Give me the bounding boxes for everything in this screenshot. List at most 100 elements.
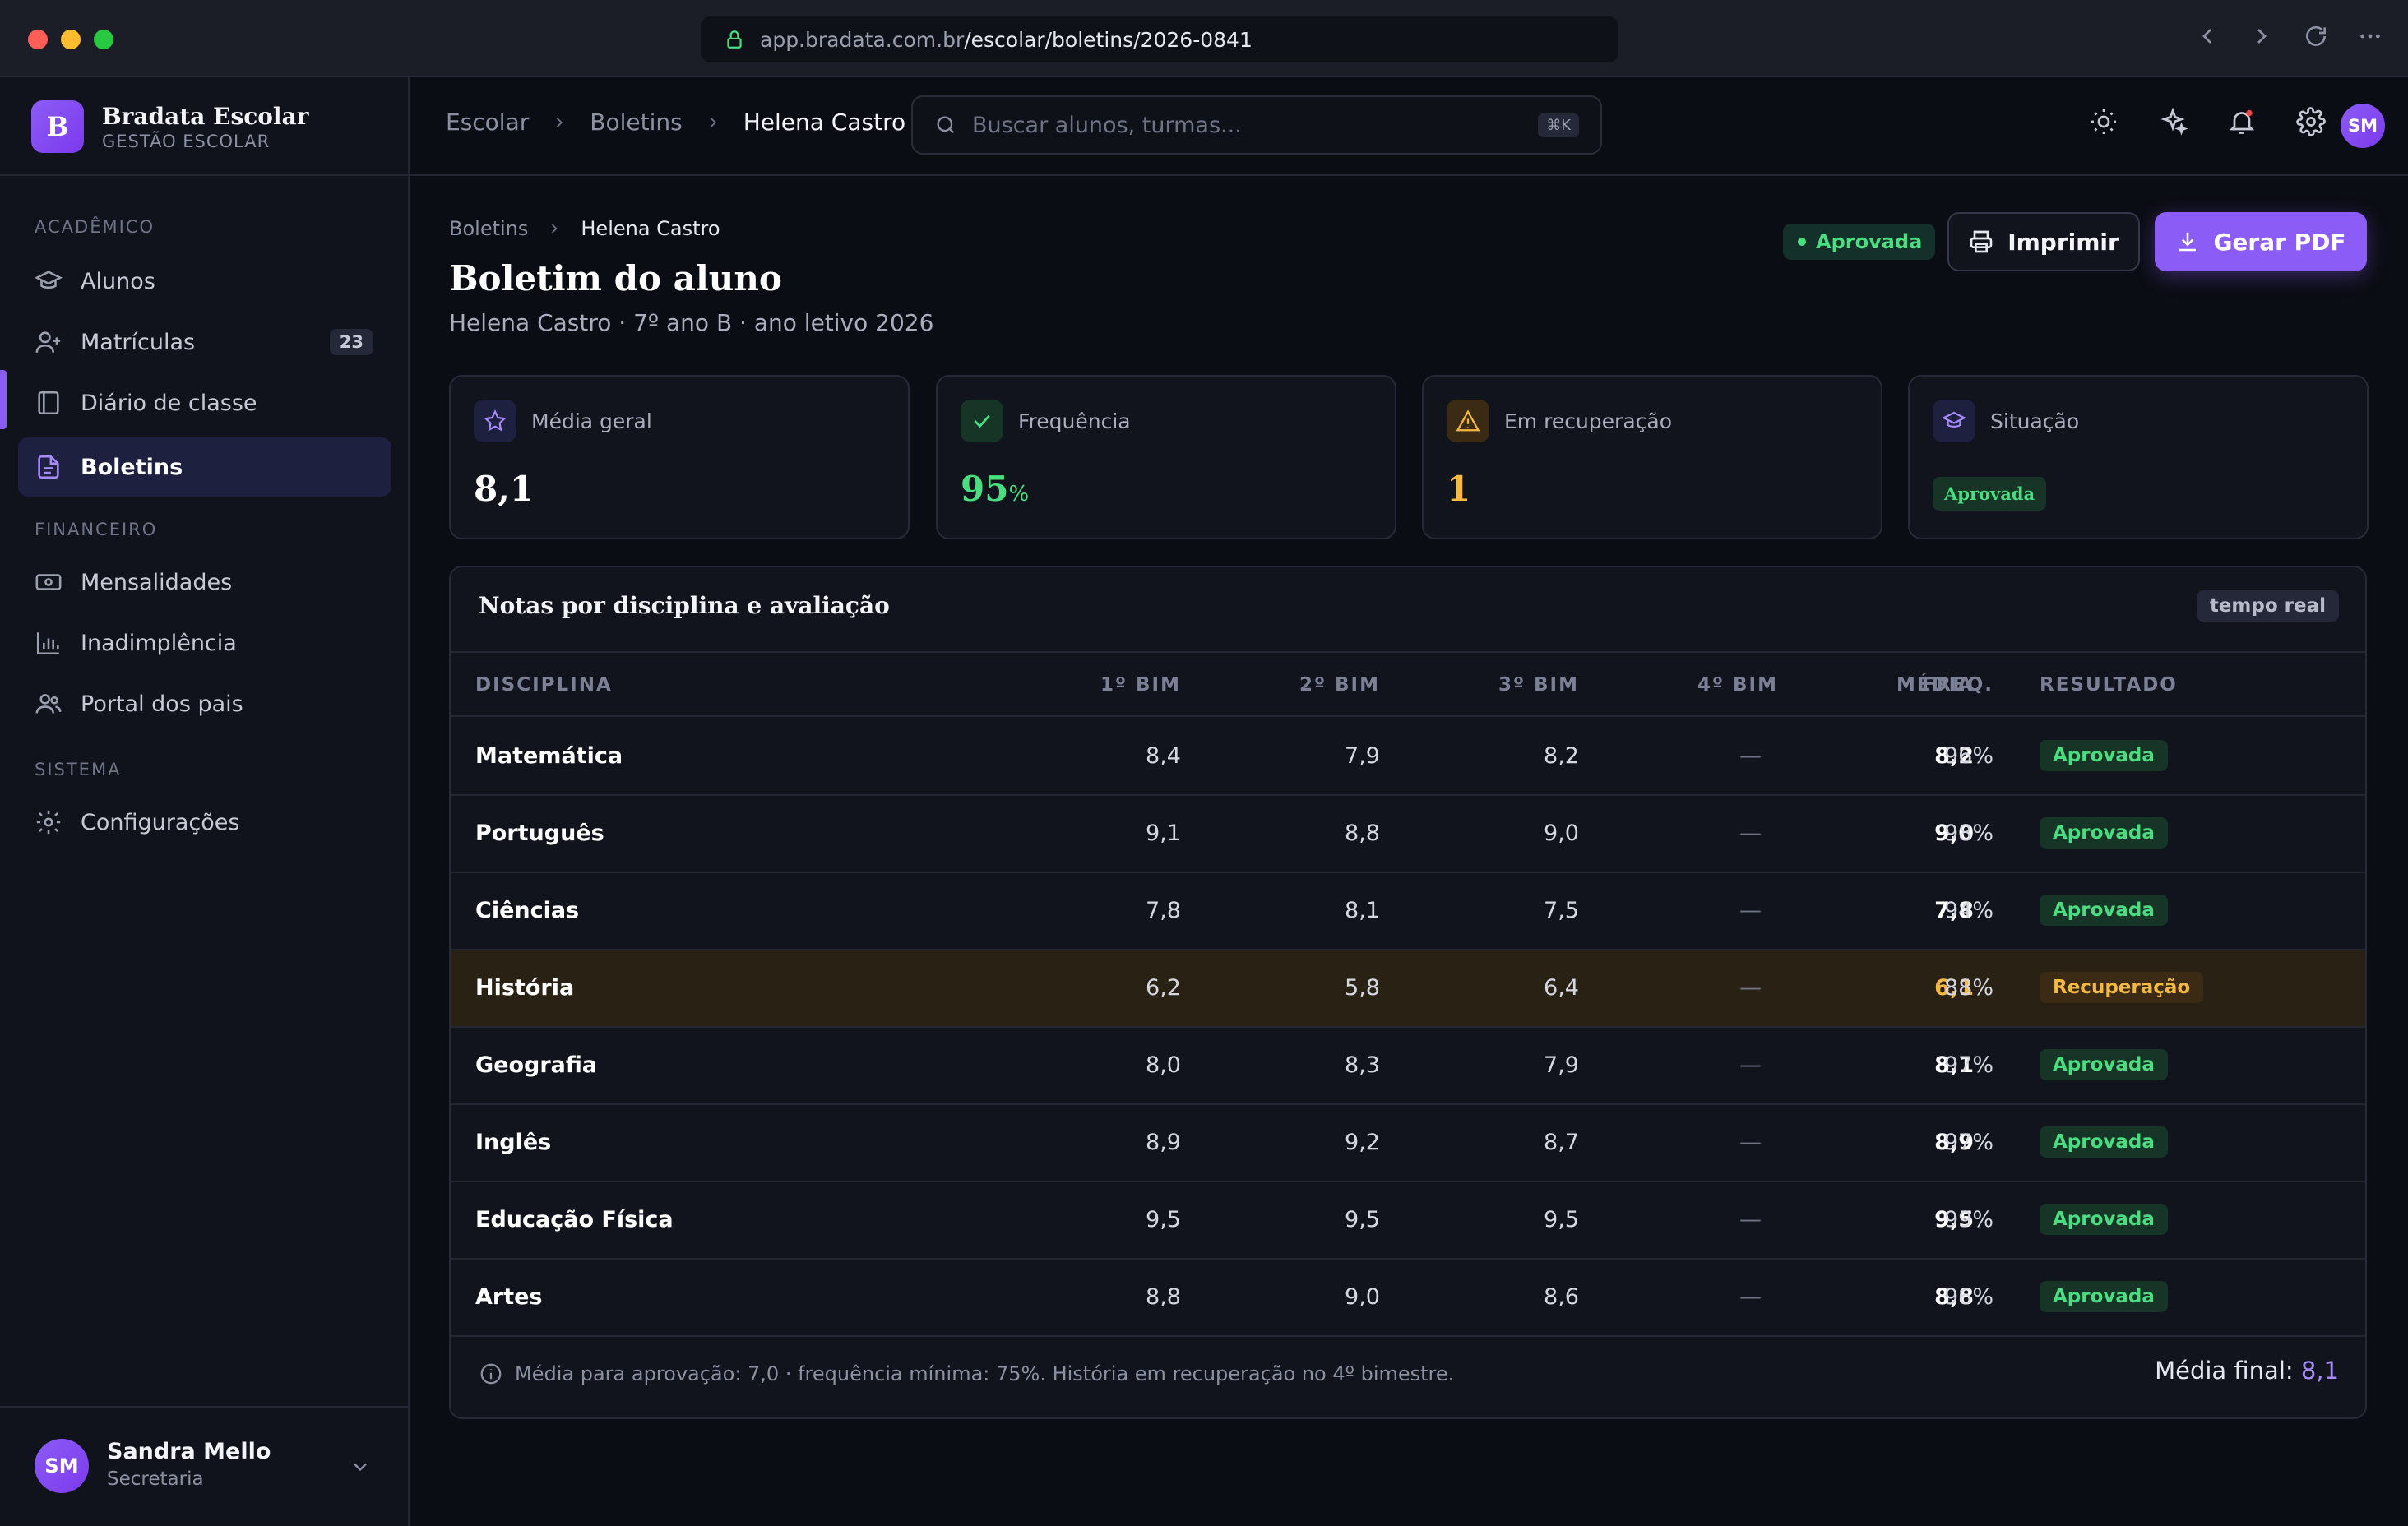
breadcrumb-item[interactable]: Boletins [590, 109, 683, 136]
print-button[interactable]: Imprimir [1947, 212, 2140, 271]
check-icon-wrap [961, 400, 1003, 442]
table-row[interactable]: História 6,2 5,8 6,4 — 6,1 88% Recuperação [451, 950, 2365, 1028]
b1-cell: 9,5 [1146, 1207, 1181, 1232]
browser-chrome: app.bradata.com.br/escolar/boletins/2026… [0, 0, 2408, 77]
sun-icon[interactable] [2089, 107, 2119, 136]
sidebar-item-boletins[interactable]: Boletins [18, 437, 391, 497]
final-average: Média final: 8,1 [2155, 1357, 2339, 1385]
column-header[interactable]: 2º BIM [1299, 674, 1380, 696]
freq-cell: 97% [1943, 1130, 1994, 1155]
column-header[interactable]: 1º BIM [1100, 674, 1181, 696]
b1-cell: 8,0 [1146, 1052, 1181, 1078]
sidebar-section-financeiro: FINANCEIRO [35, 520, 158, 539]
table-row[interactable]: Inglês 8,9 9,2 8,7—8,9 97% Aprovada [451, 1105, 2365, 1182]
stat-value: 95% [961, 469, 1029, 509]
column-header[interactable]: 4º BIM [1697, 674, 1778, 696]
b3-cell: 7,5 [1544, 898, 1579, 923]
table-row[interactable]: Educação Física 9,5 9,5 9,5—9,5 99% Aprovada [451, 1182, 2365, 1260]
avatar[interactable]: SM [2341, 104, 2385, 148]
media-cell: 8,1 [1934, 1052, 1974, 1078]
reload-icon[interactable] [2303, 23, 2329, 49]
forward-icon[interactable] [2248, 23, 2275, 49]
page-title: Boletim do aluno [449, 258, 782, 298]
b2-cell: 7,9 [1345, 743, 1380, 769]
sparkles-icon[interactable] [2158, 107, 2188, 136]
sidebar-item-portal-pais[interactable]: Portal dos pais [18, 674, 391, 733]
b1-cell: 7,8 [1146, 898, 1181, 923]
search-input[interactable]: Buscar alunos, turmas... ⌘K [911, 95, 1602, 155]
breadcrumb-item[interactable]: Boletins [449, 217, 529, 240]
minimize-window-button[interactable] [61, 30, 81, 49]
brand-logo: B [31, 100, 84, 153]
column-header[interactable]: 3º BIM [1498, 674, 1579, 696]
table-row[interactable]: Matemática 8,4 7,9 8,2—8,2 96% Aprovada [451, 719, 2365, 796]
sidebar-item-alunos[interactable]: Alunos [18, 252, 391, 311]
sidebar-item-diario[interactable]: Diário de classe [18, 373, 391, 432]
result-badge: Aprovada [2040, 740, 2168, 771]
sidebar-item-matriculas[interactable]: Matrículas 23 [18, 312, 391, 372]
b2-cell: 9,5 [1345, 1207, 1380, 1232]
status-badge: Aprovada [1783, 224, 1936, 260]
b1-cell: 6,2 [1146, 975, 1181, 1001]
b4-cell: — [1739, 898, 1762, 923]
graduation-cap-icon [35, 271, 63, 289]
column-header[interactable]: FREQ. [1921, 674, 1994, 696]
back-icon[interactable] [2194, 23, 2220, 49]
media-cell: 9,5 [1934, 1207, 1974, 1232]
gear-icon [36, 810, 61, 835]
b1-cell: 8,9 [1146, 1130, 1181, 1155]
user-menu[interactable]: SM Sandra Mello Secretaria [0, 1406, 410, 1526]
search-placeholder: Buscar alunos, turmas... [972, 112, 1242, 138]
status-badge: Aprovada [1933, 477, 2047, 511]
media-cell: 8,2 [1934, 743, 1974, 769]
check-icon [974, 414, 990, 428]
table-row[interactable]: Português 9,1 8,8 9,0—9,0 98% Aprovada [451, 796, 2365, 873]
pdf-button-label: Gerar PDF [2213, 228, 2346, 256]
subject-cell: Artes [475, 1284, 543, 1310]
sidebar-item-label: Configurações [81, 809, 240, 835]
b4-cell: — [1739, 1207, 1762, 1232]
table-row[interactable]: Ciências 7,8 8,1 7,5—7,8 94% Aprovada [451, 873, 2365, 950]
stat-label: Média geral [531, 409, 652, 433]
bell-icon[interactable] [2227, 107, 2257, 136]
stat-value: 8,1 [474, 469, 535, 509]
more-icon[interactable] [2357, 23, 2383, 49]
b1-cell: 8,4 [1146, 743, 1181, 769]
column-header[interactable]: RESULTADO [2040, 674, 2178, 696]
stat-card-recuperacao: Em recuperação 1 [1422, 375, 1882, 539]
freq-cell: 88% [1943, 975, 1994, 1001]
subject-cell: Geografia [475, 1052, 598, 1078]
table-row[interactable]: Artes 8,8 9,0 8,6—8,8 96% Aprovada [451, 1260, 2365, 1337]
lock-icon [727, 30, 742, 49]
brand[interactable]: B Bradata Escolar GESTÃO ESCOLAR [31, 100, 308, 153]
maximize-window-button[interactable] [94, 30, 113, 49]
column-header[interactable]: DISCIPLINA [475, 674, 613, 696]
close-window-button[interactable] [28, 30, 48, 49]
generate-pdf-button[interactable]: Gerar PDF [2155, 212, 2367, 271]
subject-cell: Matemática [475, 743, 623, 769]
b4-cell: — [1739, 821, 1762, 846]
freq-cell: 99% [1943, 1207, 1994, 1232]
b1-cell: 9,1 [1146, 821, 1181, 846]
b2-cell: 8,1 [1345, 898, 1380, 923]
address-bar[interactable]: app.bradata.com.br/escolar/boletins/2026… [701, 16, 1618, 62]
b4-cell: — [1739, 1052, 1762, 1078]
graduation-cap-icon [1942, 411, 1966, 428]
final-average-value: 8,1 [2300, 1357, 2339, 1385]
column-header[interactable]: MÉDIA [1896, 674, 1974, 696]
b3-cell: 8,7 [1544, 1130, 1579, 1155]
sidebar-item-mensalidades[interactable]: Mensalidades [18, 553, 391, 612]
sidebar-item-inadimplencia[interactable]: Inadimplência [18, 613, 391, 673]
b4-cell: — [1739, 743, 1762, 769]
star-icon-wrap [474, 400, 516, 442]
breadcrumb-item[interactable]: Escolar [446, 109, 530, 136]
b2-cell: 5,8 [1345, 975, 1380, 1001]
freq-cell: 94% [1943, 898, 1994, 923]
table-row[interactable]: Geografia 8,0 8,3 7,9 — 8,1 97% Aprovada [451, 1028, 2365, 1105]
subject-cell: Ciências [475, 898, 580, 923]
result-badge: Aprovada [2040, 895, 2168, 926]
stat-card-situacao: Situação Aprovada [1908, 375, 2369, 539]
sidebar-item-configuracoes[interactable]: Configurações [18, 793, 391, 852]
graduation-cap-icon-wrap [1933, 400, 1975, 442]
gear-icon[interactable] [2296, 107, 2326, 136]
